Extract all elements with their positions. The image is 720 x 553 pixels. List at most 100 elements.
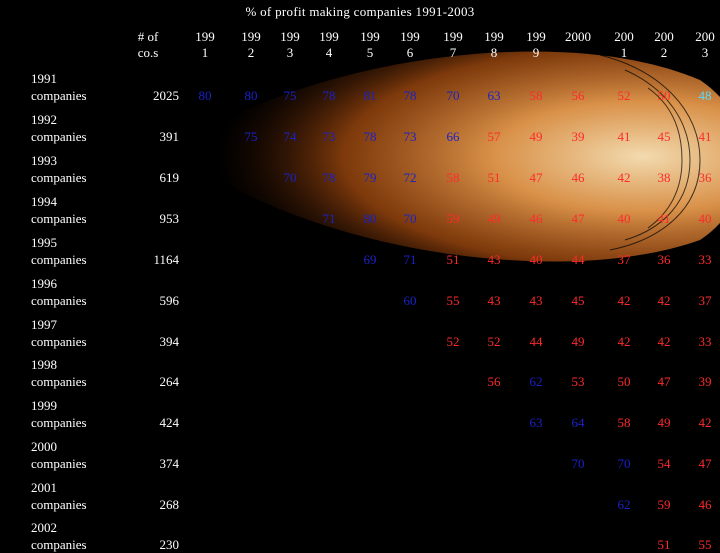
profit-percent-cell: 51 — [487, 170, 501, 185]
profit-percent-cell: 51 — [657, 537, 671, 552]
profit-percent-cell: 40 — [698, 211, 712, 226]
year-header-line: 5 — [366, 45, 374, 60]
profit-percent-cell: 52 — [446, 334, 460, 349]
profit-percent-cell: 55 — [446, 293, 460, 308]
profit-percent-cell: 44 — [529, 334, 543, 349]
profit-percent-cell: 59 — [657, 497, 671, 512]
year-header-line: 1 — [201, 45, 209, 60]
profit-percent-cell: 58 — [617, 415, 631, 430]
year-header: 199 9 — [514, 29, 558, 61]
profit-percent-cell: 52 — [487, 334, 501, 349]
profit-percent-cell: 56 — [571, 88, 585, 103]
year-header-line: 2000 — [565, 29, 591, 44]
profit-percent-cell: 37 — [617, 252, 631, 267]
profit-percent-cell: 44 — [571, 252, 585, 267]
profit-percent-cell: 71 — [403, 252, 417, 267]
row-label: 2001 companies — [31, 479, 131, 513]
profit-percent-cell: 80 — [244, 88, 258, 103]
profit-percent-cell: 39 — [571, 129, 585, 144]
profit-percent-cell: 75 — [244, 129, 258, 144]
profit-percent-cell: 50 — [657, 88, 671, 103]
year-header-line: 199 — [484, 29, 504, 44]
year-header-line — [556, 45, 600, 61]
row-label-line: 1993 — [31, 153, 57, 168]
row-label-line: 1998 — [31, 357, 57, 372]
year-header-line: 199 — [526, 29, 546, 44]
year-header: 200 2 — [642, 29, 686, 61]
profit-percent-cell: 42 — [698, 415, 712, 430]
profit-percent-cell: 45 — [571, 293, 585, 308]
row-label: 1998 companies — [31, 356, 131, 390]
profit-percent-cell: 79 — [363, 170, 377, 185]
year-header: 199 1 — [183, 29, 227, 61]
year-header-line: 2 — [247, 45, 255, 60]
profit-percent-cell: 42 — [617, 293, 631, 308]
year-header: 199 6 — [388, 29, 432, 61]
profit-percent-cell: 46 — [529, 211, 543, 226]
profit-percent-cell: 43 — [487, 293, 501, 308]
profit-percent-cell: 33 — [698, 252, 712, 267]
company-count: 230 — [159, 537, 180, 552]
row-label-line: companies — [31, 211, 87, 226]
slide: % of profit making companies 1991-2003 #… — [31, 4, 720, 552]
profit-percent-cell: 74 — [283, 129, 297, 144]
row-label: 1991 companies — [31, 70, 131, 104]
profit-percent-cell: 45 — [657, 129, 671, 144]
profit-percent-cell: 41 — [657, 211, 671, 226]
row-label-line: companies — [31, 334, 87, 349]
row-label-line: companies — [31, 170, 87, 185]
profit-percent-cell: 41 — [698, 129, 712, 144]
row-label: 2000 companies — [31, 438, 131, 472]
year-header-line: 7 — [449, 45, 457, 60]
profit-percent-cell: 39 — [698, 374, 712, 389]
profit-percent-cell: 54 — [657, 456, 671, 471]
profit-percent-cell: 49 — [571, 334, 585, 349]
year-header-line: 3 — [701, 45, 709, 60]
row-label: 1997 companies — [31, 316, 131, 350]
profit-percent-cell: 46 — [698, 497, 712, 512]
profit-percent-cell: 50 — [617, 374, 631, 389]
count-header-line-2: co.s — [137, 45, 159, 60]
profit-percent-cell: 70 — [571, 456, 585, 471]
row-label-line: companies — [31, 456, 87, 471]
company-count: 1164 — [153, 252, 179, 267]
profit-percent-cell: 51 — [446, 252, 460, 267]
profit-percent-cell: 47 — [698, 456, 712, 471]
year-header: 199 7 — [431, 29, 475, 61]
profit-percent-cell: 42 — [617, 170, 631, 185]
profit-percent-cell: 47 — [529, 170, 543, 185]
year-header-line: 6 — [406, 45, 414, 60]
profit-percent-cell: 53 — [571, 374, 585, 389]
profit-percent-cell: 43 — [529, 293, 543, 308]
year-header-line: 199 — [280, 29, 300, 44]
row-label-line: 1994 — [31, 194, 57, 209]
year-header: 199 2 — [229, 29, 273, 61]
company-count: 424 — [159, 415, 180, 430]
row-label: 1994 companies — [31, 193, 131, 227]
glow-contour-lines — [599, 54, 701, 251]
profit-percent-cell: 43 — [487, 252, 501, 267]
comet-glow-decoration — [175, 51, 720, 262]
profit-percent-cell: 41 — [617, 129, 631, 144]
profit-percent-cell: 49 — [657, 415, 671, 430]
profit-percent-cell: 70 — [283, 170, 297, 185]
row-label-line: 2002 — [31, 520, 57, 535]
year-header: 199 8 — [472, 29, 516, 61]
profit-percent-cell: 78 — [322, 170, 336, 185]
company-count: 2025 — [153, 88, 179, 103]
year-header-line: 199 — [360, 29, 380, 44]
year-header: 199 3 — [268, 29, 312, 61]
profit-percent-cell: 42 — [657, 334, 671, 349]
profit-percent-cell: 73 — [322, 129, 336, 144]
row-label-line: 1992 — [31, 112, 57, 127]
year-header-line: 4 — [325, 45, 333, 60]
profit-percent-cell: 63 — [487, 88, 501, 103]
profit-percent-cell: 71 — [322, 211, 336, 226]
company-count: 596 — [159, 293, 180, 308]
profit-percent-cell: 52 — [617, 88, 631, 103]
row-label-line: 1995 — [31, 235, 57, 250]
year-header-line: 199 — [241, 29, 261, 44]
profit-percent-cell: 42 — [657, 293, 671, 308]
profit-percent-cell: 78 — [322, 88, 336, 103]
profit-percent-cell: 36 — [698, 170, 712, 185]
